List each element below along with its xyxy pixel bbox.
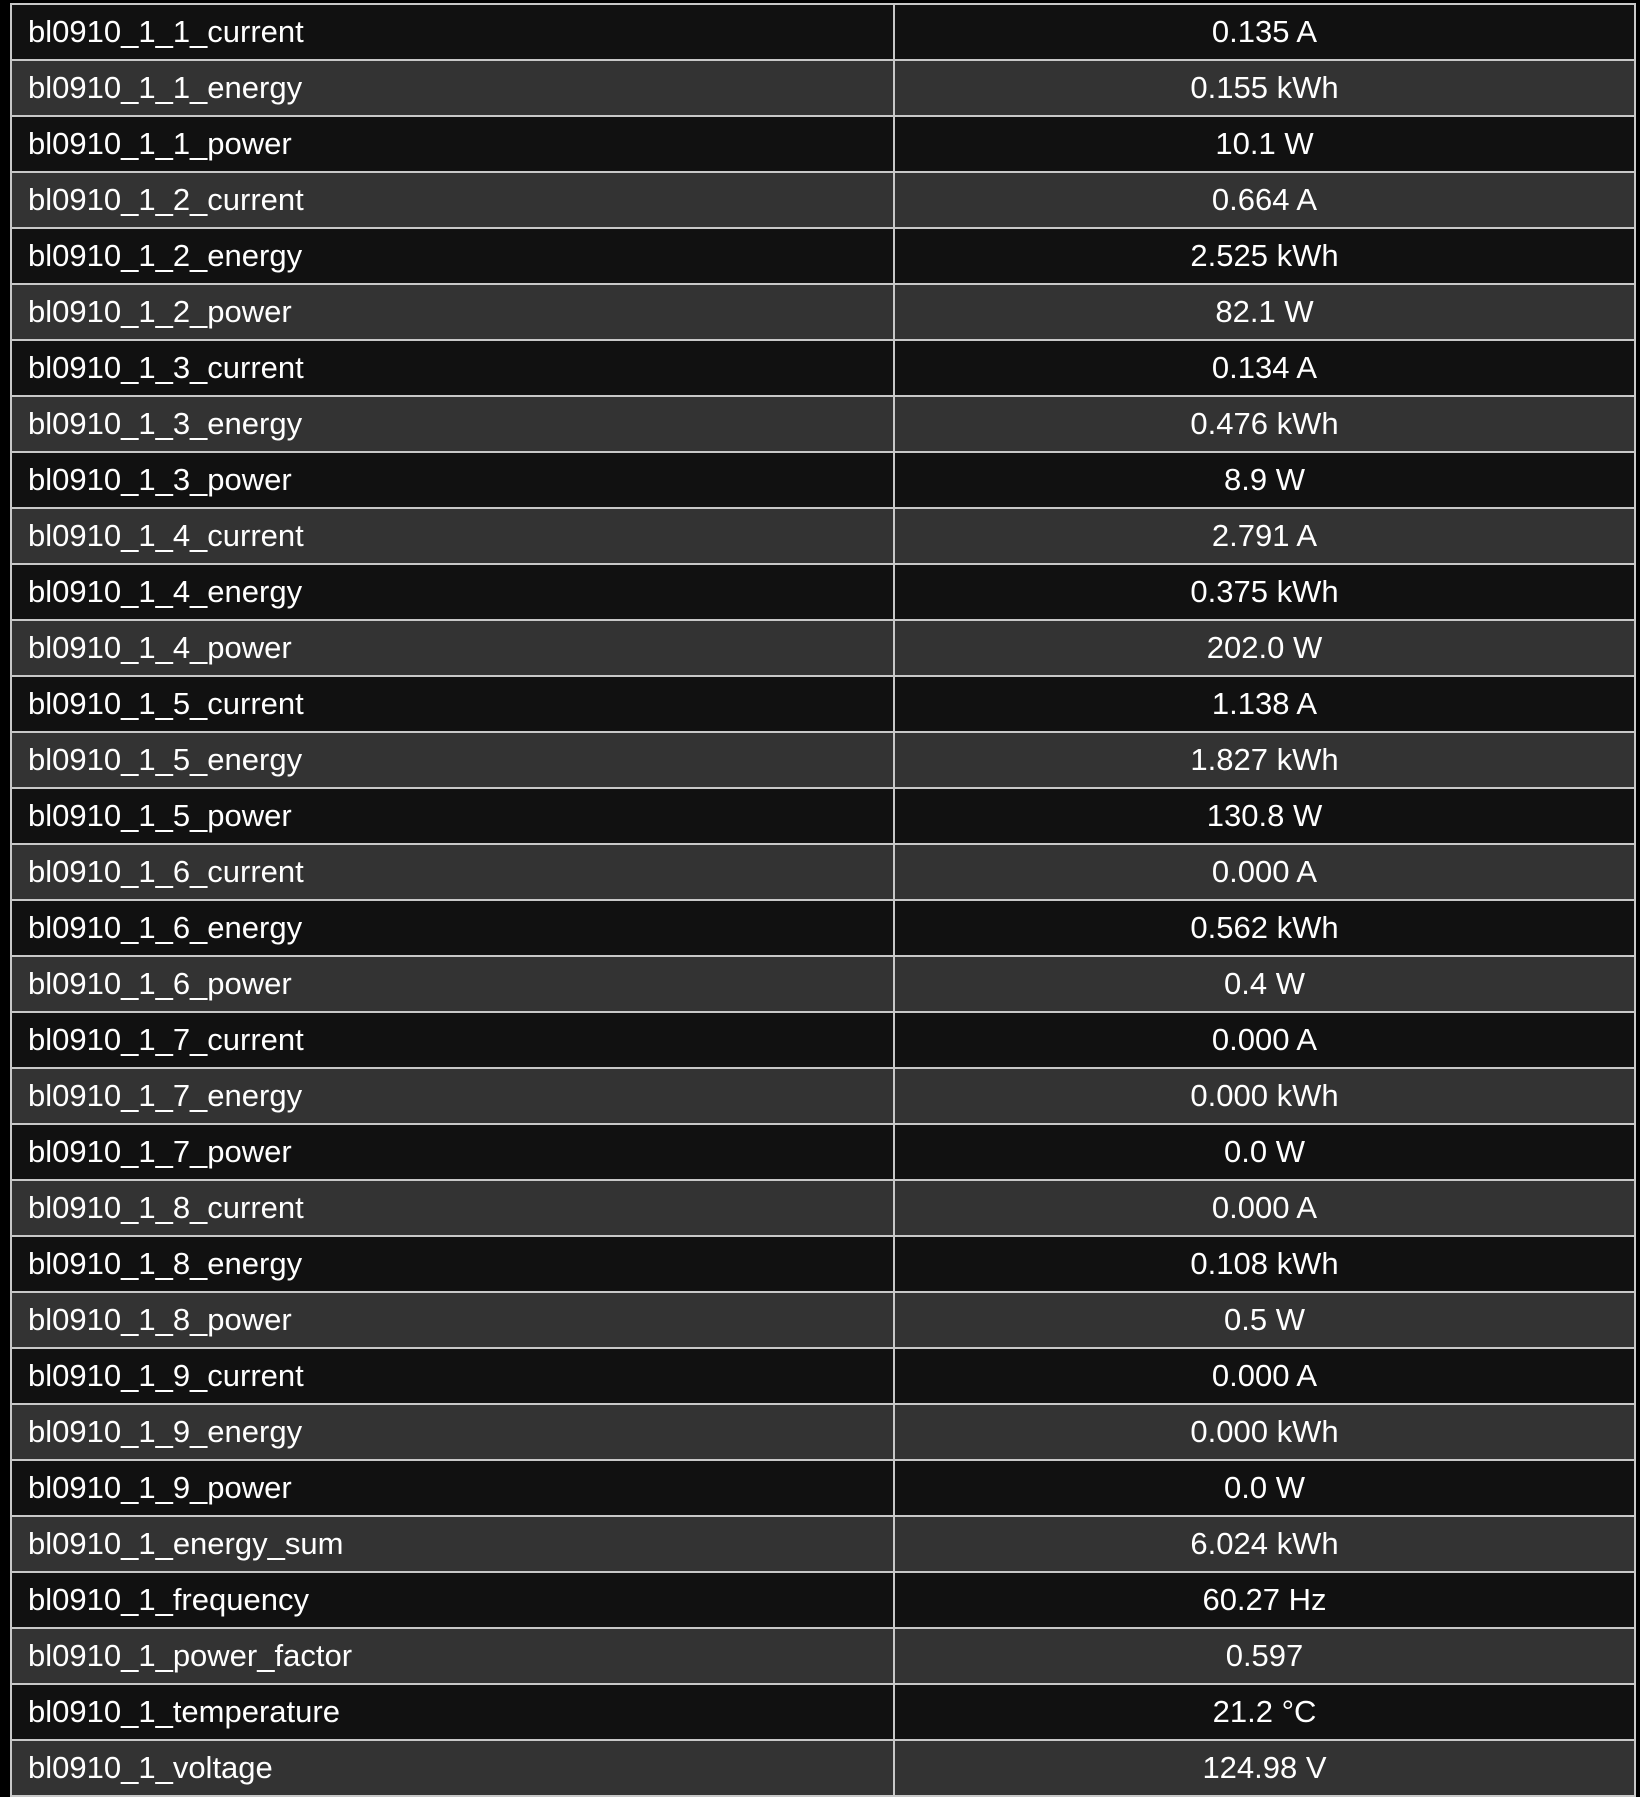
- sensor-value: 0.5 W: [1224, 1302, 1305, 1337]
- sensor-value: 60.27 Hz: [1202, 1582, 1327, 1617]
- sensor-name: bl0910_1_1_current: [12, 5, 895, 59]
- sensor-value: 0.000 A: [1211, 854, 1318, 889]
- sensor-value: 124.98 V: [1202, 1750, 1327, 1785]
- sensor-value: 0.4 W: [1224, 966, 1305, 1001]
- sensor-name: bl0910_1_4_energy: [12, 565, 895, 619]
- sensor-value: 1.138 A: [1211, 686, 1318, 721]
- sensor-value: 2.791 A: [1211, 518, 1318, 553]
- sensor-value: 0.000 kWh: [1190, 1414, 1339, 1449]
- table-row: bl0910_1_1_current 0.135 A: [12, 5, 1634, 61]
- table-row: bl0910_1_3_power 8.9 W: [12, 453, 1634, 509]
- sensor-name: bl0910_1_2_current: [12, 173, 895, 227]
- sensor-name: bl0910_1_9_power: [12, 1461, 895, 1515]
- sensor-value: 0.135 A: [1211, 14, 1318, 49]
- sensor-value: 0.000 A: [1211, 1022, 1318, 1057]
- sensor-name: bl0910_1_5_current: [12, 677, 895, 731]
- sensor-name: bl0910_1_5_power: [12, 789, 895, 843]
- sensor-name: bl0910_1_8_power: [12, 1293, 895, 1347]
- table-row: bl0910_1_power_factor 0.597: [12, 1629, 1634, 1685]
- sensor-name: bl0910_1_8_current: [12, 1181, 895, 1235]
- sensor-value: 0.664 A: [1211, 182, 1318, 217]
- table-row: bl0910_1_5_energy 1.827 kWh: [12, 733, 1634, 789]
- sensor-name: bl0910_1_3_current: [12, 341, 895, 395]
- table-row: bl0910_1_5_power 130.8 W: [12, 789, 1634, 845]
- sensor-value: 0.0 W: [1224, 1470, 1305, 1505]
- sensor-name: bl0910_1_7_current: [12, 1013, 895, 1067]
- table-row: bl0910_1_4_energy 0.375 kWh: [12, 565, 1634, 621]
- table-row: bl0910_1_7_power 0.0 W: [12, 1125, 1634, 1181]
- table-row: bl0910_1_3_energy 0.476 kWh: [12, 397, 1634, 453]
- table-row: bl0910_1_7_energy 0.000 kWh: [12, 1069, 1634, 1125]
- sensor-name: bl0910_1_1_power: [12, 117, 895, 171]
- sensor-name: bl0910_1_3_power: [12, 453, 895, 507]
- table-row: bl0910_1_6_energy 0.562 kWh: [12, 901, 1634, 957]
- sensor-value: 0.155 kWh: [1190, 70, 1339, 105]
- sensor-value: 0.134 A: [1211, 350, 1318, 385]
- sensor-name: bl0910_1_frequency: [12, 1573, 895, 1627]
- table-row: bl0910_1_2_power 82.1 W: [12, 285, 1634, 341]
- sensor-name: bl0910_1_temperature: [12, 1685, 895, 1739]
- sensor-value: 0.000 A: [1211, 1358, 1318, 1393]
- table-row: bl0910_1_9_energy 0.000 kWh: [12, 1405, 1634, 1461]
- sensor-value: 0.476 kWh: [1190, 406, 1339, 441]
- sensor-name: bl0910_1_5_energy: [12, 733, 895, 787]
- sensor-name: bl0910_1_2_energy: [12, 229, 895, 283]
- table-row: bl0910_1_9_power 0.0 W: [12, 1461, 1634, 1517]
- table-row: bl0910_1_4_current 2.791 A: [12, 509, 1634, 565]
- table-row: bl0910_1_3_current 0.134 A: [12, 341, 1634, 397]
- sensor-table: bl0910_1_1_current 0.135 A bl0910_1_1_ener…: [10, 3, 1636, 1797]
- sensor-value: 0.000 A: [1211, 1190, 1318, 1225]
- sensor-name: bl0910_1_1_energy: [12, 61, 895, 115]
- sensor-name: bl0910_1_6_energy: [12, 901, 895, 955]
- sensor-value: 130.8 W: [1206, 798, 1323, 833]
- sensor-name: bl0910_1_9_energy: [12, 1405, 895, 1459]
- table-row: bl0910_1_4_power 202.0 W: [12, 621, 1634, 677]
- sensor-value: 0.597: [1225, 1638, 1304, 1673]
- sensor-value: 0.000 kWh: [1190, 1078, 1339, 1113]
- sensor-value: 82.1 W: [1215, 294, 1314, 329]
- sensor-value: 0.375 kWh: [1190, 574, 1339, 609]
- sensor-name: bl0910_1_4_power: [12, 621, 895, 675]
- sensor-name: bl0910_1_voltage: [12, 1741, 895, 1795]
- table-row: bl0910_1_6_power 0.4 W: [12, 957, 1634, 1013]
- table-row: bl0910_1_8_energy 0.108 kWh: [12, 1237, 1634, 1293]
- table-row: bl0910_1_6_current 0.000 A: [12, 845, 1634, 901]
- sensor-value: 0.562 kWh: [1190, 910, 1339, 945]
- sensor-value: 1.827 kWh: [1190, 742, 1339, 777]
- table-row: bl0910_1_8_current 0.000 A: [12, 1181, 1634, 1237]
- sensor-name: bl0910_1_4_current: [12, 509, 895, 563]
- sensor-name: bl0910_1_6_power: [12, 957, 895, 1011]
- table-row: bl0910_1_1_power 10.1 W: [12, 117, 1634, 173]
- sensor-value: 8.9 W: [1224, 462, 1305, 497]
- sensor-name: bl0910_1_2_power: [12, 285, 895, 339]
- table-row: bl0910_1_1_energy 0.155 kWh: [12, 61, 1634, 117]
- sensor-value: 2.525 kWh: [1190, 238, 1339, 273]
- table-row: bl0910_1_temperature 21.2 °C: [12, 1685, 1634, 1741]
- sensor-name: bl0910_1_7_energy: [12, 1069, 895, 1123]
- table-row: bl0910_1_frequency 60.27 Hz: [12, 1573, 1634, 1629]
- sensor-name: bl0910_1_3_energy: [12, 397, 895, 451]
- table-row: bl0910_1_2_current 0.664 A: [12, 173, 1634, 229]
- sensor-value: 10.1 W: [1215, 126, 1314, 161]
- table-row: bl0910_1_5_current 1.138 A: [12, 677, 1634, 733]
- sensor-value: 0.108 kWh: [1190, 1246, 1339, 1281]
- sensor-name: bl0910_1_9_current: [12, 1349, 895, 1403]
- sensor-value: 21.2 °C: [1212, 1694, 1317, 1729]
- sensor-name: bl0910_1_energy_sum: [12, 1517, 895, 1571]
- sensor-name: bl0910_1_7_power: [12, 1125, 895, 1179]
- table-row: bl0910_1_9_current 0.000 A: [12, 1349, 1634, 1405]
- sensor-value: 0.0 W: [1224, 1134, 1305, 1169]
- sensor-name: bl0910_1_8_energy: [12, 1237, 895, 1291]
- sensor-name: bl0910_1_6_current: [12, 845, 895, 899]
- table-row: bl0910_1_7_current 0.000 A: [12, 1013, 1634, 1069]
- sensor-value: 6.024 kWh: [1190, 1526, 1339, 1561]
- sensor-value: 202.0 W: [1206, 630, 1323, 665]
- sensor-name: bl0910_1_power_factor: [12, 1629, 895, 1683]
- table-row: bl0910_1_energy_sum 6.024 kWh: [12, 1517, 1634, 1573]
- table-row: bl0910_1_voltage 124.98 V: [12, 1741, 1634, 1797]
- table-row: bl0910_1_2_energy 2.525 kWh: [12, 229, 1634, 285]
- table-row: bl0910_1_8_power 0.5 W: [12, 1293, 1634, 1349]
